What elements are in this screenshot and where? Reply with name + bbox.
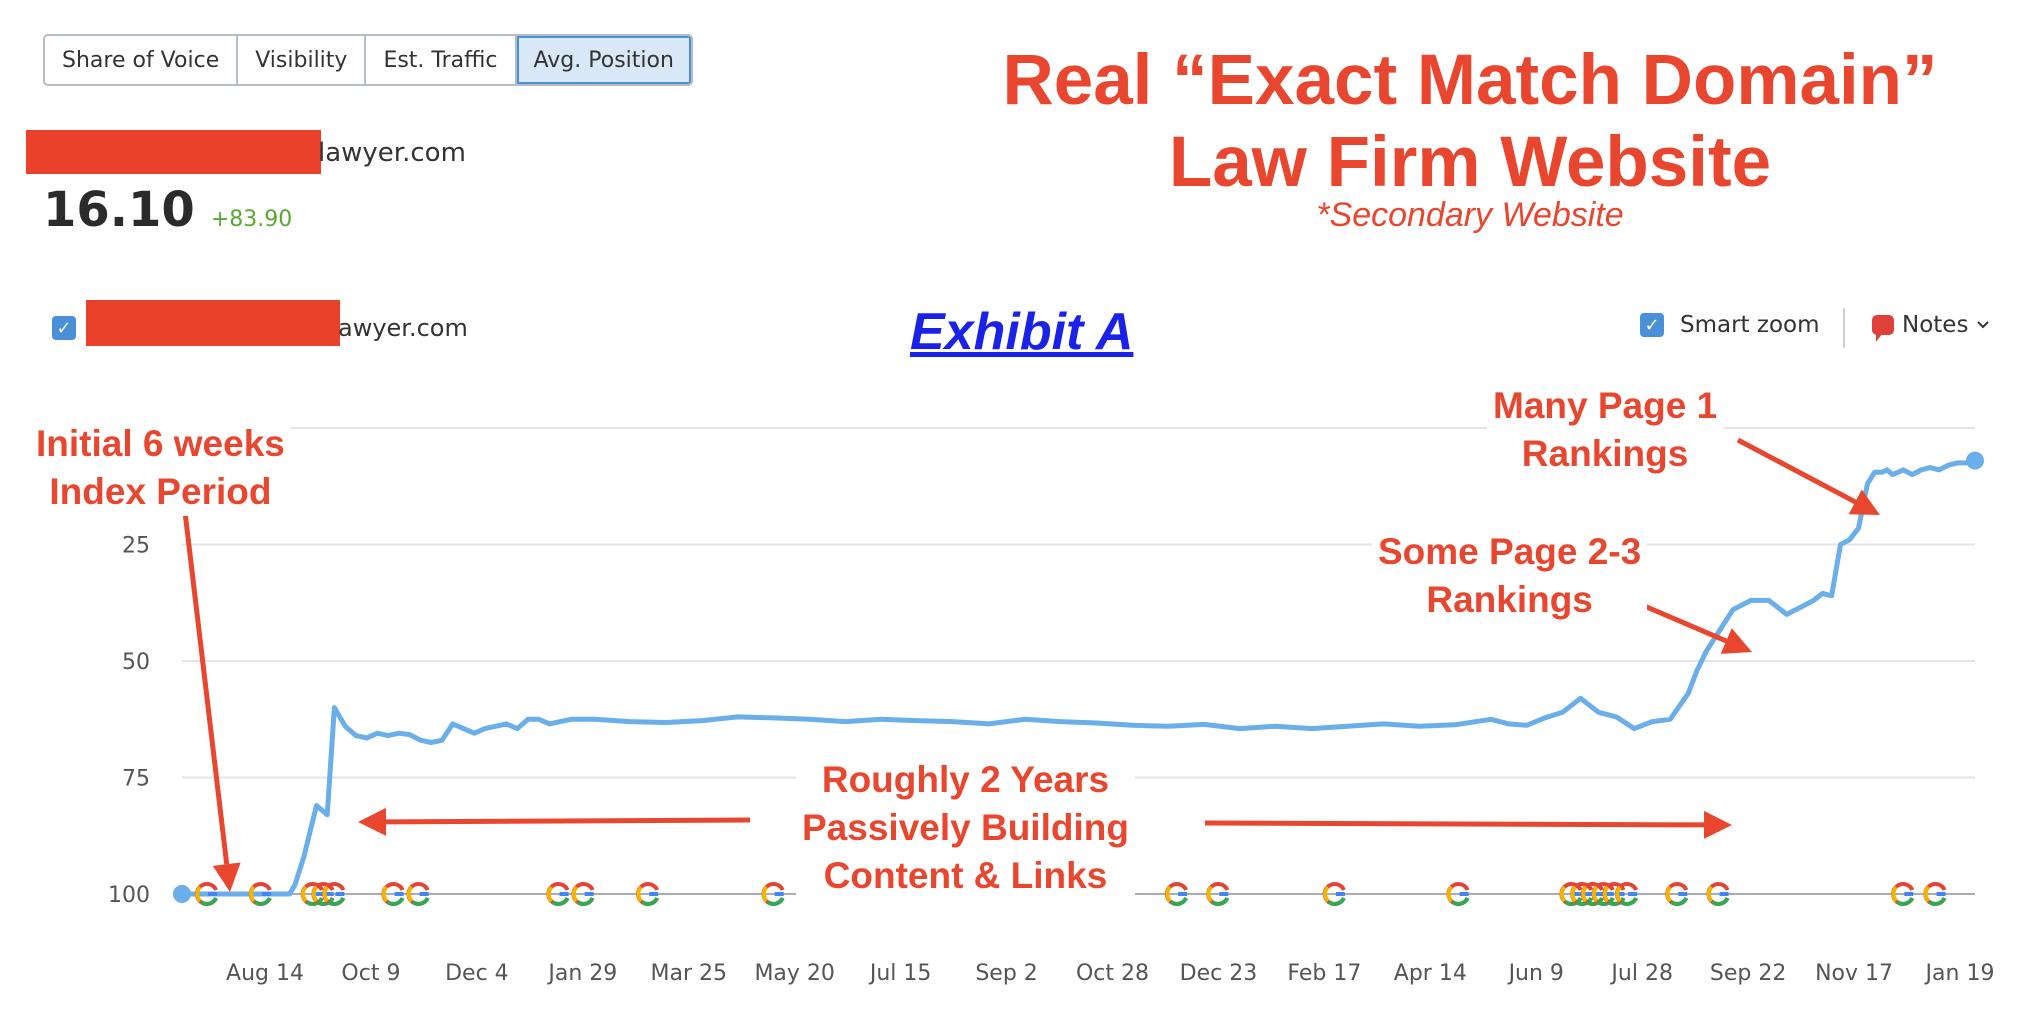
tab-avg-position[interactable]: Avg. Position [516,36,691,84]
notes-label: Notes [1902,312,1969,338]
google-update-icon[interactable] [761,882,785,906]
end-point-marker[interactable] [1966,451,1984,470]
x-tick-label: Oct 28 [1076,961,1149,986]
x-tick-label: Jul 15 [868,961,932,986]
start-point-marker[interactable] [173,885,191,903]
x-tick-label: Nov 17 [1815,961,1893,986]
google-update-icon[interactable] [322,882,346,906]
x-tick-label: Jun 9 [1507,961,1564,986]
google-update-icon[interactable] [1665,882,1689,906]
y-tick-label: 50 [122,650,150,675]
x-tick-label: Jul 28 [1609,961,1673,986]
y-tick-label: 75 [122,767,150,792]
x-tick-label: Dec 4 [445,961,509,986]
arrow-page1 [1736,437,1880,515]
annotation-page1: Many Page 1 Rankings [1487,382,1724,478]
y-tick-label: 100 [108,883,150,908]
x-tick-label: Sep 2 [975,961,1037,986]
google-update-icon[interactable] [195,882,218,906]
google-update-icon[interactable] [1891,882,1915,906]
google-update-icon[interactable] [546,882,570,906]
subheadline: *Secondary Website [1316,196,1624,234]
x-tick-label: Sep 22 [1710,961,1786,986]
redaction-bar [86,300,340,346]
headline-line2: Law Firm Website [1168,123,1772,202]
arrow-page23 [1634,599,1752,654]
google-update-icon[interactable] [1602,882,1626,906]
smart-zoom-toggle[interactable]: ✓ Smart zoom [1640,312,1820,338]
x-tick-label: May 20 [754,961,834,986]
toolbar-divider [1843,308,1845,348]
checkbox-checked-icon[interactable]: ✓ [1640,313,1664,337]
metric-tabs: Share of Voice Visibility Est. Traffic Avg.… [43,34,693,86]
exhibit-link[interactable]: Exhibit A [910,303,1134,361]
tab-visibility[interactable]: Visibility [238,36,367,84]
redaction-bar [26,130,321,174]
y-tick-label: 25 [122,534,150,559]
arrow-index-period [182,511,241,892]
x-tick-label: Apr 14 [1394,961,1467,986]
google-update-icon[interactable] [1615,882,1638,906]
speech-bubble-icon [1872,315,1894,342]
x-tick-label: Mar 25 [651,961,728,986]
google-update-icon[interactable] [1206,882,1230,906]
annotation-index-period: Initial 6 weeks Index Period [30,420,291,516]
google-update-icon[interactable] [1706,882,1730,906]
google-update-icon[interactable] [636,882,660,906]
annotation-page23: Some Page 2-3 Rankings [1372,528,1648,624]
headline: Real “Exact Match Domain” Law Firm Websi… [960,40,1980,204]
x-tick-label: Aug 14 [226,961,304,986]
x-tick-label: Dec 23 [1180,961,1258,986]
x-tick-label: Jan 19 [1924,961,1995,986]
x-tick-label: Feb 17 [1287,961,1361,986]
domain-name: lawyer.com [318,138,466,168]
arrow-left-passive [358,807,751,836]
google-update-icon[interactable] [1446,882,1470,906]
google-update-icon[interactable] [381,882,405,906]
avg-position-value: 16.10 [43,182,195,238]
arrow-right-passive [1204,810,1732,839]
google-update-icon[interactable] [1923,882,1947,906]
google-update-icon[interactable] [571,882,595,906]
annotation-passive-building: Roughly 2 Years Passively Building Content… [796,756,1135,900]
google-update-icon[interactable] [1322,882,1346,906]
legend-domain-label: awyer.com [338,314,468,342]
google-update-icon[interactable] [248,882,272,906]
google-update-icon[interactable] [406,882,430,906]
notes-dropdown[interactable]: Notes [1872,312,1990,342]
google-update-icon[interactable] [1165,882,1188,906]
legend-checkbox[interactable]: ✓ [52,316,76,340]
chevron-down-icon [1977,321,1990,329]
smart-zoom-label: Smart zoom [1680,312,1820,338]
tab-est-traffic[interactable]: Est. Traffic [366,36,517,84]
x-tick-label: Oct 9 [341,961,400,986]
x-tick-label: Jan 29 [546,961,617,986]
headline-line1: Real “Exact Match Domain” [1002,41,1938,120]
metric-summary: 16.10 +83.90 [43,182,292,238]
position-line [182,458,1976,897]
tab-share-of-voice[interactable]: Share of Voice [45,36,239,84]
avg-position-delta: +83.90 [210,207,293,232]
